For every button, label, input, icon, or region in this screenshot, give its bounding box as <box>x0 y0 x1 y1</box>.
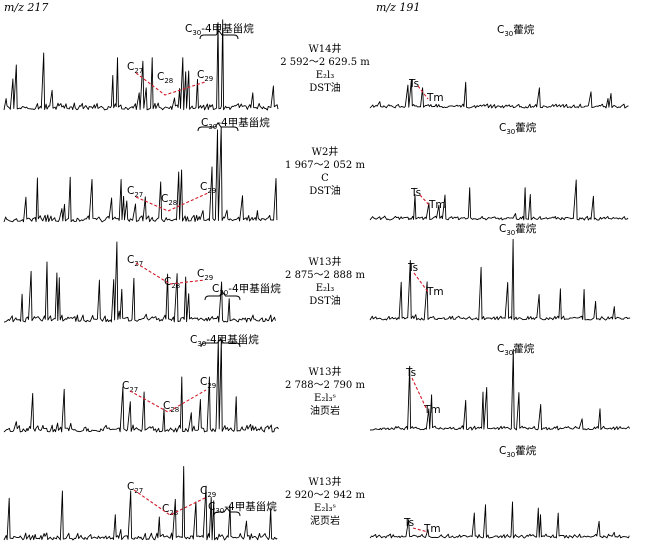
panel-1: C27 C28 C29 C30-4甲基甾烷 Ts Tm C30藿烷 W14井 2 592～2 6… <box>3 19 629 111</box>
sample-depth: 2 592～2 629.5 m <box>280 57 370 68</box>
label-c27: C27 <box>127 481 143 495</box>
sample-depth: 2 788～2 790 m <box>285 380 365 391</box>
ts-tm-ratio-line <box>413 272 429 293</box>
label-c28: C28 <box>162 503 178 517</box>
sample-formation: E₂l₃ˢ <box>314 393 336 404</box>
m217-trace <box>3 19 279 111</box>
sample-formation: E₂l₃ <box>316 283 335 294</box>
label-ts: Ts <box>403 517 414 529</box>
sample-well: W13井 <box>308 255 341 268</box>
brace <box>197 122 239 132</box>
ts-tm-ratio-line <box>411 377 428 411</box>
label-c30-methyl-sterane: C30-4甲基甾烷 <box>185 22 254 37</box>
label-tm: Tm <box>426 92 444 104</box>
label-c30-hopane: C30藿烷 <box>497 342 535 357</box>
ts-tm-ratio-line <box>412 527 429 533</box>
label-c29: C29 <box>200 485 216 499</box>
panel-4: C27 C28 C29 C30-4甲基甾烷 Ts Tm C30藿烷 W13井 2 788～2 7… <box>3 333 630 433</box>
label-c27: C27 <box>127 254 143 268</box>
sample-depth: 1 967～2 052 m <box>285 160 365 171</box>
label-c30-methyl-sterane: C30-4甲基甾烷 <box>208 500 277 515</box>
label-tm: Tm <box>426 286 444 298</box>
sample-depth: 2 875～2 888 m <box>285 270 365 281</box>
m217-trace <box>3 126 278 223</box>
sterane-ratio-line <box>135 72 206 96</box>
label-tm: Tm <box>428 199 446 211</box>
sterane-ratio-line <box>135 192 209 212</box>
label-c30-hopane: C30藿烷 <box>497 23 535 38</box>
label-ts: Ts <box>408 78 419 90</box>
sample-sample: 泥页岩 <box>310 514 340 527</box>
m217-trace <box>3 241 276 323</box>
label-ts: Ts <box>410 187 421 199</box>
panel-2: C27 C28 C29 C30-4甲基甾烷 Ts Tm C30藿烷 W2井 1 967～2 05… <box>3 116 629 223</box>
sample-well: W14井 <box>308 42 341 55</box>
sample-sample: DST油 <box>309 184 341 197</box>
label-c29: C29 <box>200 376 216 390</box>
sterane-ratio-line <box>129 389 207 413</box>
sample-sample: DST油 <box>309 81 341 94</box>
ts-tm-ratio-line <box>417 85 429 100</box>
label-c27: C27 <box>122 380 138 394</box>
label-c30-methyl-sterane: C30-4甲基甾烷 <box>212 282 281 297</box>
label-c29: C29 <box>197 268 213 282</box>
label-c30-methyl-sterane: C30-4甲基甾烷 <box>190 333 259 348</box>
label-c30-hopane: C30藿烷 <box>499 121 537 136</box>
sterane-ratio-line <box>133 489 208 516</box>
sample-sample: DST油 <box>309 294 341 307</box>
label-tm: Tm <box>423 404 441 416</box>
header-m191: m/z 191 <box>376 1 420 14</box>
label-c30-hopane: C30藿烷 <box>499 444 537 459</box>
sample-well: W13井 <box>308 475 341 488</box>
label-c30-methyl-sterane: C30-4甲基甾烷 <box>201 116 270 131</box>
label-c29: C29 <box>197 69 213 83</box>
label-c27: C27 <box>127 185 143 199</box>
brace <box>200 338 241 348</box>
sample-sample: 油页岩 <box>310 404 340 417</box>
m191-trace <box>369 79 629 109</box>
sample-formation: C <box>321 173 329 184</box>
m191-trace <box>369 238 631 321</box>
label-c28: C28 <box>161 193 177 207</box>
m191-trace <box>369 501 630 539</box>
m217-trace <box>3 466 278 541</box>
label-ts: Ts <box>407 262 418 274</box>
brace <box>213 507 241 517</box>
label-c28: C28 <box>157 71 173 85</box>
label-c27: C27 <box>127 61 143 75</box>
sample-well: W13井 <box>308 365 341 378</box>
m217-trace <box>3 339 279 433</box>
label-tm: Tm <box>423 523 441 535</box>
ts-tm-ratio-line <box>419 194 431 207</box>
label-c30-hopane: C30藿烷 <box>499 222 537 237</box>
m191-trace <box>369 179 629 221</box>
brace <box>199 30 239 40</box>
sample-formation: E₂l₃ˢ <box>314 503 336 514</box>
label-c29: C29 <box>200 181 216 195</box>
m191-trace <box>369 348 630 431</box>
label-ts: Ts <box>405 367 416 379</box>
sample-well: W2井 <box>312 145 339 158</box>
sample-depth: 2 920～2 942 m <box>285 490 365 501</box>
header-m217: m/z 217 <box>4 1 48 14</box>
brace <box>204 291 241 301</box>
sample-formation: E₂l₃ <box>316 70 335 81</box>
label-c28: C28 <box>163 400 179 414</box>
